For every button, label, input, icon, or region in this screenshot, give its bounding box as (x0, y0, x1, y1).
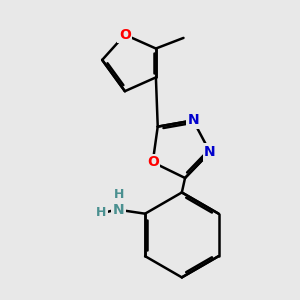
Text: O: O (119, 28, 131, 42)
Text: N: N (204, 145, 216, 159)
Text: N: N (187, 113, 199, 128)
Text: O: O (147, 155, 159, 169)
Text: H: H (96, 206, 106, 219)
Text: N: N (113, 203, 124, 217)
Text: H: H (114, 188, 124, 201)
